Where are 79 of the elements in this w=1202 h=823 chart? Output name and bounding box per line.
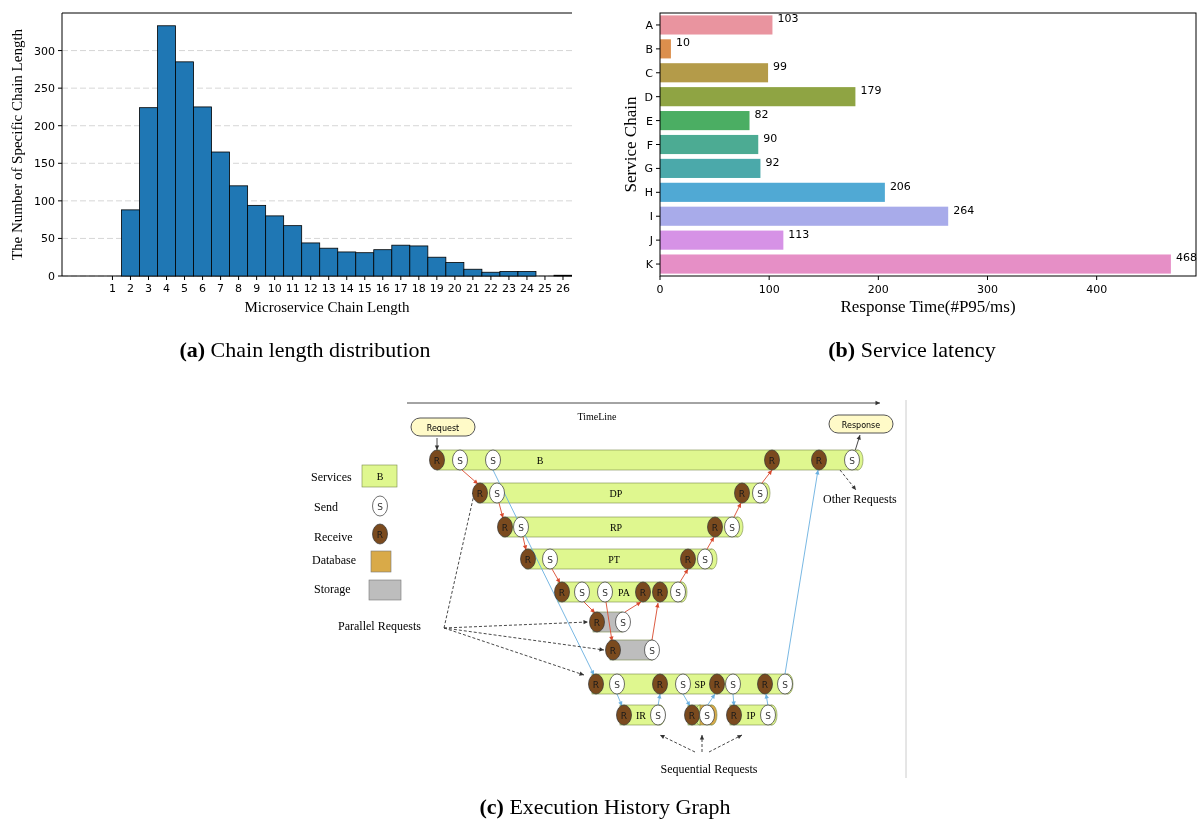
data-label: 92 bbox=[765, 155, 780, 169]
x-tick-label: 26 bbox=[555, 282, 570, 295]
x-tick-label: 24 bbox=[519, 282, 534, 295]
x-tick-label: 100 bbox=[758, 283, 780, 296]
data-label: 99 bbox=[773, 60, 788, 74]
x-tick-label: 11 bbox=[285, 282, 300, 295]
y-tick-label: 150 bbox=[34, 157, 55, 171]
y-tick-label: K bbox=[645, 258, 654, 272]
data-label: 10 bbox=[675, 36, 690, 50]
x-tick-label: 10 bbox=[267, 282, 282, 295]
x-tick-label: 13 bbox=[321, 282, 336, 295]
x-tick-label: 300 bbox=[976, 283, 998, 296]
x-axis-title: Microservice Chain Length bbox=[244, 299, 410, 315]
text: (c) Execution History Graph bbox=[479, 794, 731, 819]
bar bbox=[660, 206, 949, 226]
x-tick-label: 400 bbox=[1086, 283, 1108, 296]
y-axis-title: Service Chain bbox=[621, 96, 640, 193]
x-tick-label: 15 bbox=[357, 282, 372, 295]
x-tick-label: 2 bbox=[126, 282, 134, 295]
bar bbox=[660, 182, 885, 202]
bar bbox=[660, 254, 1171, 274]
bar bbox=[660, 39, 671, 59]
x-tick-label: 0 bbox=[656, 283, 664, 296]
x-tick-label: 19 bbox=[429, 282, 444, 295]
y-tick-label: 50 bbox=[41, 232, 55, 246]
y-tick-label: J bbox=[648, 234, 653, 248]
y-tick-label: C bbox=[645, 66, 654, 80]
x-tick-label: 16 bbox=[375, 282, 390, 295]
bar bbox=[660, 63, 769, 83]
execution-diagram: TimeLine Request Response B DP RP PT PA SP IR IP R S S R R S R S R S R S R S R S R S R S S R R S R S R S R S R S R S R S R S R S R S Services B Send S Receive R Database Storage Parallel Requests Other Requests Sequential Requests bbox=[311, 399, 907, 779]
x-tick-label: 9 bbox=[253, 282, 261, 295]
y-tick-label: 200 bbox=[34, 119, 55, 133]
y-axis-title: The Number of Specific Chain Length bbox=[9, 28, 25, 261]
x-tick-label: 23 bbox=[501, 282, 516, 295]
bar bbox=[660, 15, 773, 35]
bar bbox=[660, 158, 761, 178]
bar bbox=[660, 134, 759, 155]
bar bbox=[660, 230, 784, 250]
data-label: 113 bbox=[788, 227, 810, 241]
y-tick-label: D bbox=[644, 90, 653, 104]
y-tick-label: 100 bbox=[34, 194, 55, 208]
x-tick-label: 12 bbox=[303, 282, 318, 295]
y-tick-label: A bbox=[645, 18, 654, 32]
x-tick-label: 17 bbox=[393, 282, 408, 295]
data-label: 103 bbox=[777, 12, 799, 26]
data-label: 82 bbox=[754, 108, 769, 122]
data-label: 90 bbox=[763, 131, 778, 145]
text: (a) Chain length distribution bbox=[179, 337, 431, 362]
y-tick-label: 300 bbox=[34, 44, 55, 58]
x-tick-label: 25 bbox=[537, 282, 552, 295]
y-tick-label: B bbox=[645, 42, 653, 56]
y-tick-label: I bbox=[649, 210, 653, 224]
y-tick-label: 250 bbox=[34, 82, 55, 96]
text: (b) Service latency bbox=[828, 337, 996, 362]
x-tick-label: 21 bbox=[465, 282, 480, 295]
x-tick-label: 5 bbox=[181, 282, 189, 295]
x-tick-label: 7 bbox=[217, 282, 225, 295]
y-tick-label: E bbox=[646, 114, 654, 128]
y-tick-label: H bbox=[644, 186, 653, 200]
y-tick-label: F bbox=[646, 138, 653, 152]
bar bbox=[660, 87, 856, 107]
x-tick-label: 18 bbox=[411, 282, 426, 295]
y-tick-label: G bbox=[644, 162, 653, 176]
data-label: 179 bbox=[860, 84, 882, 98]
x-axis-title: Response Time(#P95/ms) bbox=[840, 297, 1016, 316]
x-tick-label: 20 bbox=[447, 282, 462, 295]
y-tick-label: 0 bbox=[48, 270, 55, 283]
x-tick-label: 3 bbox=[145, 282, 152, 295]
x-tick-label: 6 bbox=[199, 282, 207, 295]
data-label: 264 bbox=[953, 203, 975, 217]
x-tick-label: 200 bbox=[867, 283, 889, 296]
data-label: 206 bbox=[889, 179, 911, 193]
bar bbox=[660, 111, 750, 131]
data-label: 468 bbox=[1175, 251, 1197, 265]
x-tick-label: 14 bbox=[339, 282, 354, 295]
x-tick-label: 4 bbox=[163, 282, 171, 295]
x-tick-label: 8 bbox=[235, 282, 243, 295]
x-tick-label: 22 bbox=[483, 282, 498, 295]
x-tick-label: 1 bbox=[108, 282, 116, 295]
